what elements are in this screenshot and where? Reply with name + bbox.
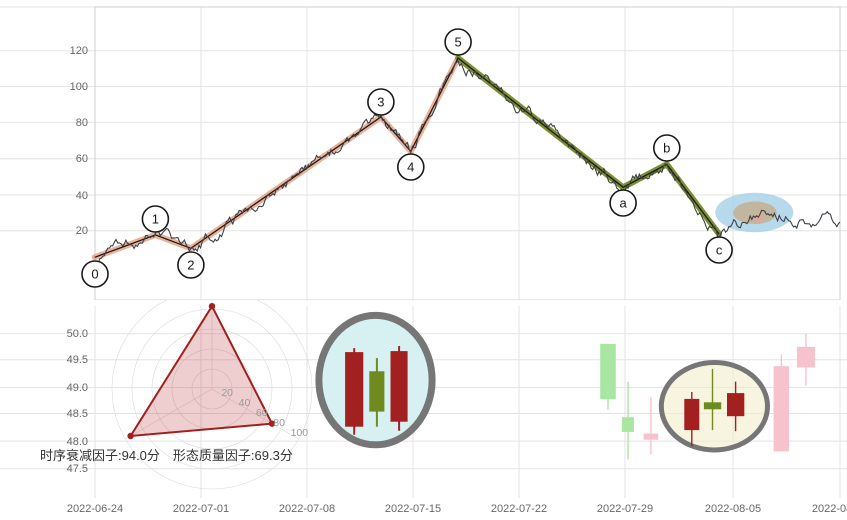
svg-text:0: 0 bbox=[91, 267, 98, 282]
svg-text:100: 100 bbox=[70, 81, 88, 93]
svg-text:b: b bbox=[663, 141, 670, 156]
svg-text:49.0: 49.0 bbox=[67, 382, 88, 394]
svg-text:60: 60 bbox=[76, 153, 88, 165]
svg-text:48.0: 48.0 bbox=[67, 436, 88, 448]
svg-text:47.5: 47.5 bbox=[67, 463, 88, 475]
svg-text:1: 1 bbox=[152, 212, 159, 227]
svg-text:2022-08-12: 2022-08-12 bbox=[812, 503, 847, 515]
svg-text:49.5: 49.5 bbox=[67, 354, 88, 366]
svg-text:2022-07-08: 2022-07-08 bbox=[279, 503, 335, 515]
svg-text:2022-07-01: 2022-07-01 bbox=[173, 503, 229, 515]
svg-text:2022-07-22: 2022-07-22 bbox=[491, 503, 547, 515]
svg-text:80: 80 bbox=[273, 417, 285, 429]
svg-text:48.5: 48.5 bbox=[67, 408, 88, 420]
svg-text:50.0: 50.0 bbox=[67, 328, 88, 340]
svg-text:80: 80 bbox=[76, 117, 88, 129]
svg-text:100: 100 bbox=[291, 427, 309, 439]
svg-text:5: 5 bbox=[454, 35, 461, 50]
svg-text:20: 20 bbox=[76, 225, 88, 237]
svg-text:40: 40 bbox=[239, 397, 251, 409]
svg-text:120: 120 bbox=[70, 45, 88, 57]
svg-text:40: 40 bbox=[76, 190, 88, 202]
svg-text:4: 4 bbox=[407, 160, 414, 175]
svg-text:2022-07-29: 2022-07-29 bbox=[597, 503, 653, 515]
svg-text:a: a bbox=[619, 196, 627, 211]
svg-text:60: 60 bbox=[256, 407, 268, 419]
svg-text:3: 3 bbox=[377, 95, 384, 110]
svg-text:时序衰减因子:94.0分 形态质量因子:69.3分: 时序衰减因子:94.0分 形态质量因子:69.3分 bbox=[40, 448, 293, 463]
svg-text:2022-08-05: 2022-08-05 bbox=[705, 503, 761, 515]
svg-text:2: 2 bbox=[187, 258, 194, 273]
svg-text:2022-07-15: 2022-07-15 bbox=[385, 503, 441, 515]
svg-text:2022-06-24: 2022-06-24 bbox=[67, 503, 123, 515]
svg-text:20: 20 bbox=[221, 387, 233, 399]
svg-text:c: c bbox=[716, 243, 723, 258]
